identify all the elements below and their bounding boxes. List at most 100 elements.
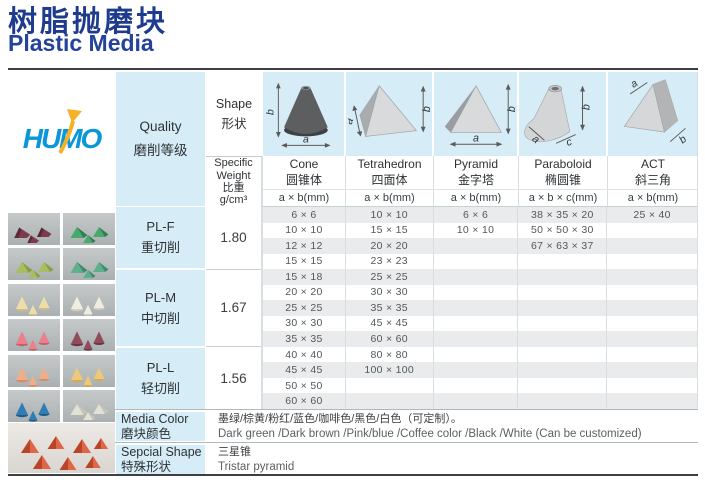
size-cell <box>518 377 608 394</box>
size-cell <box>518 300 608 316</box>
svg-text:a: a <box>302 135 308 146</box>
size-cell <box>346 377 434 394</box>
specific-weight-value: 1.56 <box>206 346 261 409</box>
bottom-rule <box>8 474 698 476</box>
column-name-zh: 斜三角 <box>634 172 671 187</box>
column-name-en: ACT <box>641 156 665 171</box>
media-photo <box>8 319 60 351</box>
size-cell: 50 × 50 × 30 <box>518 222 608 239</box>
cone-media-icon <box>15 296 50 316</box>
size-row: 12 × 12 20 × 20 67 × 63 × 37 <box>263 238 699 254</box>
size-cell: 50 × 50 <box>263 377 346 394</box>
size-cell <box>607 238 699 254</box>
size-cell <box>607 284 699 301</box>
size-cell: 67 × 63 × 37 <box>518 238 608 254</box>
logo-cell: HUMO <box>8 71 115 207</box>
size-row: 15 × 15 23 × 23 <box>263 253 699 270</box>
quality-groups: PL-F 重切削 PL-M 中切削 PL-L 轻切削 <box>116 207 205 409</box>
column-dim-1: a × b(mm) <box>262 189 345 207</box>
top-rule <box>8 68 698 70</box>
media-color-label-en: Media Color <box>121 411 189 426</box>
size-cell: 12 × 12 <box>263 238 346 254</box>
tetrahedron-diagram-cell: a b <box>346 72 432 156</box>
column-name-zh: 圆锥体 <box>285 172 322 187</box>
media-photo <box>8 355 60 387</box>
special-shape-value-en: Tristar pyramid <box>218 460 295 473</box>
media-photo <box>8 284 60 316</box>
size-cell: 23 × 23 <box>346 253 434 270</box>
media-color-label: Media Color 磨块颜色 <box>116 412 205 441</box>
size-cell: 6 × 6 <box>434 207 519 223</box>
svg-text:a: a <box>348 117 356 126</box>
size-cell <box>434 393 519 409</box>
size-cell: 35 × 35 <box>263 331 346 347</box>
wedge-media-icon <box>14 227 52 243</box>
media-photo-large <box>8 423 115 473</box>
size-cell <box>518 362 608 378</box>
humo-logo: HUMO <box>23 109 102 155</box>
size-row: 60 × 60 <box>263 393 699 409</box>
size-cell: 30 × 30 <box>346 284 434 301</box>
size-row: 50 × 50 <box>263 377 699 394</box>
quality-header-zh: 磨削等级 <box>133 143 188 158</box>
media-color-row: Media Color 磨块颜色 墨绿/棕黄/粉红/蓝色/咖啡色/黑色/白色（可… <box>115 409 698 442</box>
size-cell <box>607 222 699 239</box>
media-photo <box>8 390 60 422</box>
column-name-zh: 金字塔 <box>457 172 494 187</box>
column-name-zh: 椭圆锥 <box>544 172 581 187</box>
quality-header-en: Quality <box>139 119 182 134</box>
size-cell <box>434 253 519 270</box>
size-cell: 60 × 60 <box>346 331 434 347</box>
size-cell <box>607 269 699 285</box>
cone-media-icon <box>15 402 50 422</box>
size-cell <box>607 346 699 363</box>
shape-header-zh: 形状 <box>221 116 247 131</box>
specific-weight-header: Specific Weight 比重 g/cm³ <box>206 156 262 207</box>
page-title-en: Plastic Media <box>8 30 154 56</box>
size-cell: 20 × 20 <box>346 238 434 254</box>
size-cell <box>607 331 699 347</box>
size-cell <box>518 253 608 270</box>
special-shape-row: Sepcial Shape 特殊形状 三星锥 Tristar pyramid <box>115 442 698 475</box>
grade-zh-label: 重切削 <box>140 239 180 255</box>
quality-header: Quality 磨削等级 <box>116 72 205 206</box>
media-photo <box>63 390 115 422</box>
special-shape-label: Sepcial Shape 特殊形状 <box>116 445 205 474</box>
size-cell: 35 × 35 <box>346 300 434 316</box>
cone-diagram-icon: b a <box>266 82 331 148</box>
size-cell: 25 × 40 <box>607 207 699 223</box>
size-cell <box>518 284 608 301</box>
column-name-5: ACT 斜三角 <box>607 156 698 189</box>
svg-text:b: b <box>676 133 688 146</box>
cone-media-icon <box>70 296 105 316</box>
sw-zh: 比重 <box>222 182 245 194</box>
size-cell <box>434 269 519 285</box>
sw-line1: Specific <box>214 157 253 170</box>
column-name-4: Paraboloid 椭圆锥 <box>518 156 607 189</box>
tristar-media-icon <box>20 436 109 470</box>
grade-code: PL-M <box>144 289 177 305</box>
svg-text:b: b <box>421 106 430 112</box>
size-cell <box>607 393 699 409</box>
svg-text:b: b <box>506 106 516 112</box>
size-cell: 15 × 15 <box>346 222 434 239</box>
size-cell: 100 × 100 <box>346 362 434 378</box>
size-cell: 80 × 80 <box>346 346 434 363</box>
column-name-en: Cone <box>289 156 319 171</box>
size-cell: 25 × 25 <box>263 300 346 316</box>
cone-media-icon <box>15 331 50 351</box>
column-name-2: Tetrahedron 四面体 <box>345 156 433 189</box>
column-name-1: Cone 圆锥体 <box>262 156 345 189</box>
size-cell <box>518 331 608 347</box>
pyramid-media-icon <box>70 404 109 420</box>
size-cell <box>346 393 434 409</box>
specific-weight-value: 1.80 <box>220 230 247 246</box>
media-photo <box>63 355 115 387</box>
special-shape-value-zh: 三星锥 <box>218 446 251 458</box>
size-cell: 45 × 45 <box>263 362 346 378</box>
svg-text:c: c <box>564 136 574 149</box>
weight-groups: 1.80 1.67 1.56 <box>206 207 262 409</box>
pyramid-media-icon <box>15 262 54 278</box>
size-cell <box>434 346 519 363</box>
column-dim-5: a × b(mm) <box>607 189 698 207</box>
